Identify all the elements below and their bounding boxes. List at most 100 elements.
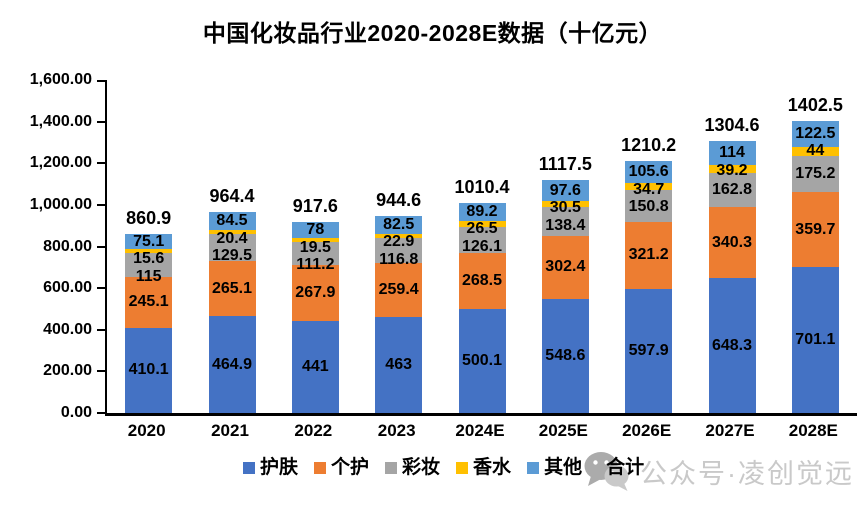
x-category-label: 2025E (538, 421, 588, 440)
bar-segment-个护 (541, 235, 589, 299)
y-tick-label: 1,000.00 (29, 195, 92, 213)
y-tick-mark (97, 162, 106, 165)
total-label: 1402.5 (787, 95, 843, 116)
legend-swatch (314, 461, 327, 474)
x-category-label: 2020 (127, 421, 166, 440)
segment-label-彩妆: 115 (135, 267, 162, 285)
legend-label: 个护 (331, 457, 370, 478)
y-tick-label: 400.00 (43, 320, 92, 338)
y-tick-label: 1,400.00 (29, 112, 92, 130)
y-tick-label: 0.00 (60, 404, 92, 421)
bar-segment-香水 (708, 165, 756, 174)
bar-segment-护肤 (625, 288, 673, 413)
bar-segment-其他 (708, 141, 756, 166)
segment-label-香水: 26.5 (466, 220, 498, 238)
y-tick-label: 1,600.00 (29, 71, 92, 88)
segment-label-彩妆: 162.8 (711, 181, 753, 199)
bar-segment-香水 (208, 229, 256, 235)
bar-segment-其他 (625, 161, 673, 184)
y-tick-label: 600.00 (43, 279, 92, 297)
bar-segment-彩妆 (541, 207, 589, 236)
x-category-label: 2021 (211, 421, 249, 440)
segment-label-个护: 265.1 (211, 279, 253, 297)
segment-label-护肤: 441 (301, 358, 329, 376)
legend-label: 护肤 (260, 457, 299, 478)
bar-segment-彩妆 (375, 238, 423, 263)
y-tick-mark (97, 120, 106, 123)
segment-label-彩妆: 129.5 (211, 247, 253, 265)
x-category-label: 2024E (455, 421, 505, 440)
y-axis: 0.00 200.00 400.00 600.00 800.00 1,000.00 1,20… (0, 72, 92, 421)
y-tick-label: 800.00 (43, 237, 92, 255)
x-axis: 2020 2021 2022 2023 2024E 2025E 2026E 2027E 2028… (105, 422, 855, 444)
segment-label-个护: 321.2 (628, 246, 669, 264)
total-label: 1117.5 (538, 154, 592, 175)
bar-segment-香水 (125, 249, 173, 253)
bar-segment-护肤 (375, 316, 423, 413)
y-tick-label: 200.00 (43, 362, 92, 380)
segment-label-彩妆: 150.8 (628, 198, 669, 216)
legend-swatch (243, 461, 255, 474)
segment-label-个护: 245.1 (128, 293, 169, 311)
legend-swatch (385, 461, 398, 474)
bar-segment-个护 (458, 253, 506, 309)
bar-segment-个护 (375, 262, 423, 317)
bar-segment-个护 (208, 261, 256, 317)
segment-label-护肤: 648.3 (711, 336, 753, 354)
segment-label-个护: 259.4 (378, 280, 419, 298)
segment-label-香水: 20.4 (216, 229, 248, 247)
bar-segment-香水 (541, 200, 589, 208)
segment-label-个护: 268.5 (461, 271, 503, 289)
segment-label-护肤: 548.6 (545, 346, 586, 364)
segment-label-个护: 340.3 (711, 233, 753, 251)
legend: 护肤 个护 彩妆 香水 其他 合计 (243, 458, 644, 477)
legend-label: 彩妆 (402, 457, 441, 478)
segment-label-其他: 78 (306, 221, 325, 239)
segment-label-其他: 84.5 (216, 212, 248, 230)
segment-label-个护: 359.7 (795, 220, 836, 238)
bar-segment-彩妆 (458, 226, 506, 254)
y-tick-mark (97, 370, 106, 373)
segment-label-其他: 89.2 (466, 202, 498, 220)
x-category-label: 2027E (705, 421, 755, 440)
bar-segment-彩妆 (125, 252, 173, 277)
bar-segment-香水 (291, 238, 339, 243)
legend-label: 香水 (473, 457, 512, 478)
segment-label-彩妆: 138.4 (545, 216, 586, 234)
segment-label-护肤: 410.1 (128, 361, 169, 379)
legend-item-香水: 香水 (456, 458, 511, 477)
chart-title: 中国化妆品行业2020-2028E数据（十亿元） (202, 20, 663, 46)
bar-segment-护肤 (291, 321, 339, 413)
segment-label-香水: 44 (806, 142, 825, 160)
bar-segment-个护 (625, 221, 673, 289)
bar-segment-彩妆 (208, 234, 256, 262)
segment-label-护肤: 464.9 (211, 355, 253, 373)
total-label: 917.6 (292, 196, 338, 217)
legend-label: 合计 (606, 457, 645, 478)
segment-label-彩妆: 126.1 (461, 237, 503, 255)
legend-swatch (527, 461, 540, 474)
legend-swatch (456, 461, 469, 474)
bar-segment-香水 (625, 183, 673, 191)
bar-segment-其他 (208, 212, 256, 230)
segment-label-个护: 267.9 (295, 284, 336, 302)
bar-segment-护肤 (541, 298, 589, 413)
bar-segment-其他 (125, 233, 173, 250)
bar-segment-个护 (125, 276, 173, 328)
segment-label-香水: 30.5 (549, 199, 581, 217)
legend-item-护肤: 护肤 (243, 458, 298, 477)
total-label: 1210.2 (621, 135, 677, 156)
segment-label-香水: 22.9 (383, 233, 415, 251)
y-tick-mark (97, 287, 106, 290)
segment-label-护肤: 500.1 (461, 351, 503, 369)
segment-label-护肤: 701.1 (795, 331, 836, 349)
bar-segment-香水 (791, 146, 839, 156)
x-category-label: 2026E (622, 421, 672, 440)
legend-label: 其他 (544, 457, 583, 478)
watermark-text: 公众号·凌创觉远 (640, 458, 854, 489)
legend-item-彩妆: 彩妆 (385, 458, 440, 477)
legend-item-个护: 个护 (314, 458, 369, 477)
bar-segment-其他 (291, 222, 339, 239)
segment-label-香水: 39.2 (716, 161, 748, 179)
